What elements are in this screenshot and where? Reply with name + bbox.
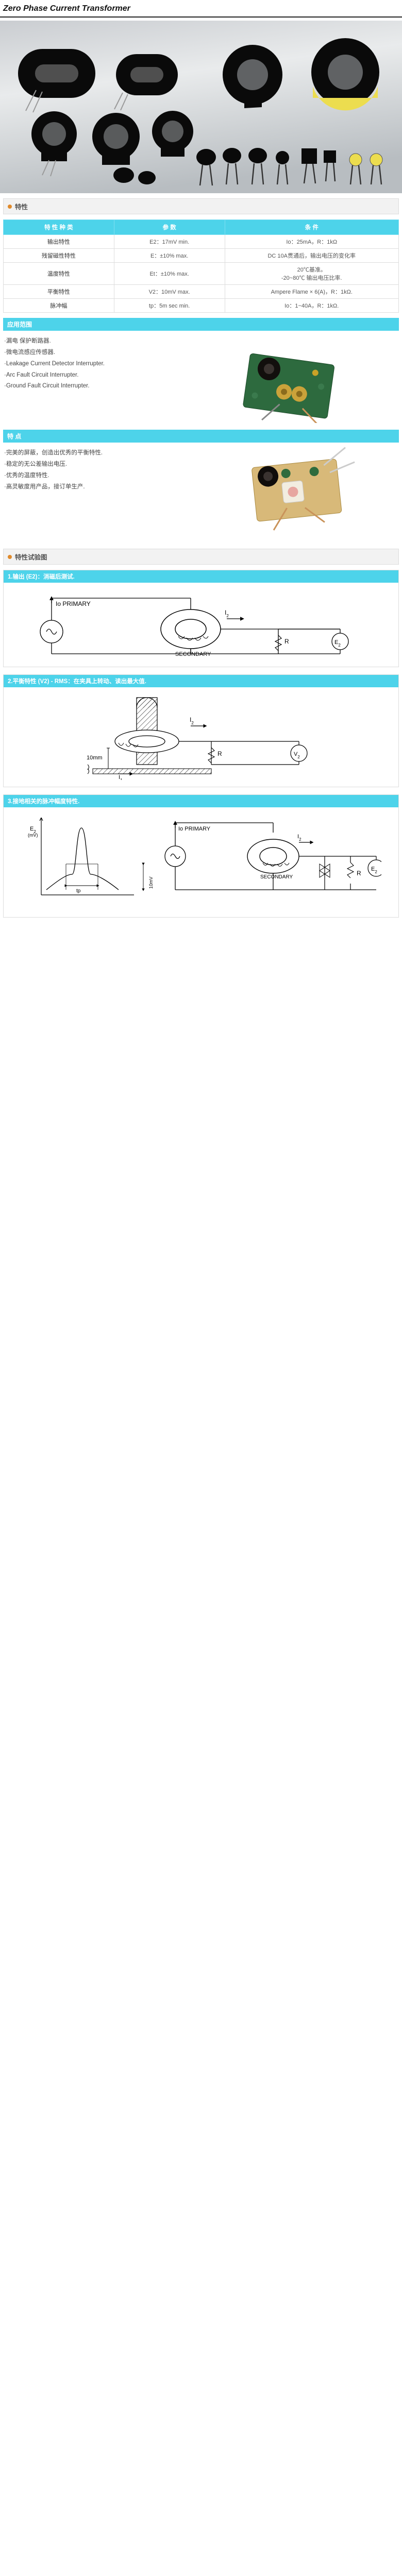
svg-text:Io PRIMARY: Io PRIMARY (56, 600, 91, 607)
svg-text:I2: I2 (297, 834, 301, 842)
svg-text:10mV: 10mV (148, 876, 154, 889)
svg-text:E2: E2 (334, 639, 341, 648)
svg-text:R: R (357, 870, 361, 877)
svg-text:E2: E2 (371, 866, 377, 874)
svg-text:tp: tp (76, 888, 81, 894)
svg-text:SECONDARY: SECONDARY (175, 651, 211, 657)
svg-text:SECONDARY: SECONDARY (260, 874, 293, 880)
svg-text:R: R (217, 750, 222, 757)
svg-text:R: R (284, 638, 289, 645)
svg-text:V2: V2 (294, 751, 300, 759)
svg-text:(mV): (mV) (28, 833, 38, 838)
svg-text:Io PRIMARY: Io PRIMARY (178, 826, 211, 832)
svg-text:I1: I1 (119, 774, 123, 780)
svg-text:I2: I2 (190, 716, 194, 725)
svg-text:I2: I2 (225, 609, 229, 618)
svg-text:10mm: 10mm (87, 755, 103, 761)
